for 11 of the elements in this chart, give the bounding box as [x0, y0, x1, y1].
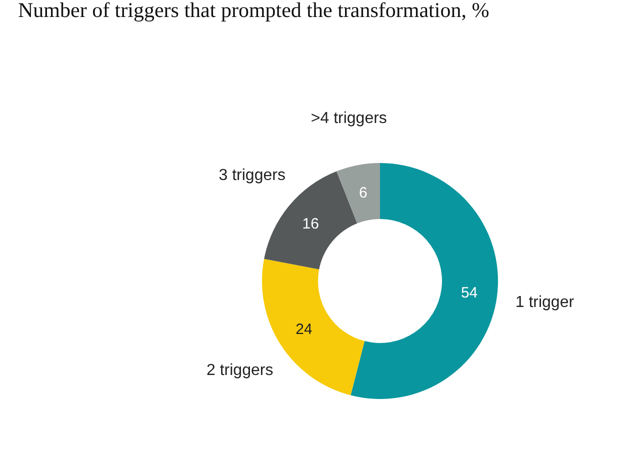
- data-label: 24: [296, 321, 312, 338]
- data-label: 54: [460, 284, 478, 302]
- donut-slice: [336, 163, 380, 224]
- donut-slice: [350, 163, 498, 399]
- slice-label: >4 triggers: [310, 110, 387, 127]
- data-label: 16: [302, 216, 319, 233]
- slice-label: 3 triggers: [218, 167, 286, 184]
- chart-title: Number of triggers that prompted the transformation, %: [18, 0, 490, 22]
- data-label: 6: [358, 184, 368, 202]
- slice-label: 1 trigger: [515, 294, 575, 311]
- slice-label: 2 triggers: [206, 362, 274, 379]
